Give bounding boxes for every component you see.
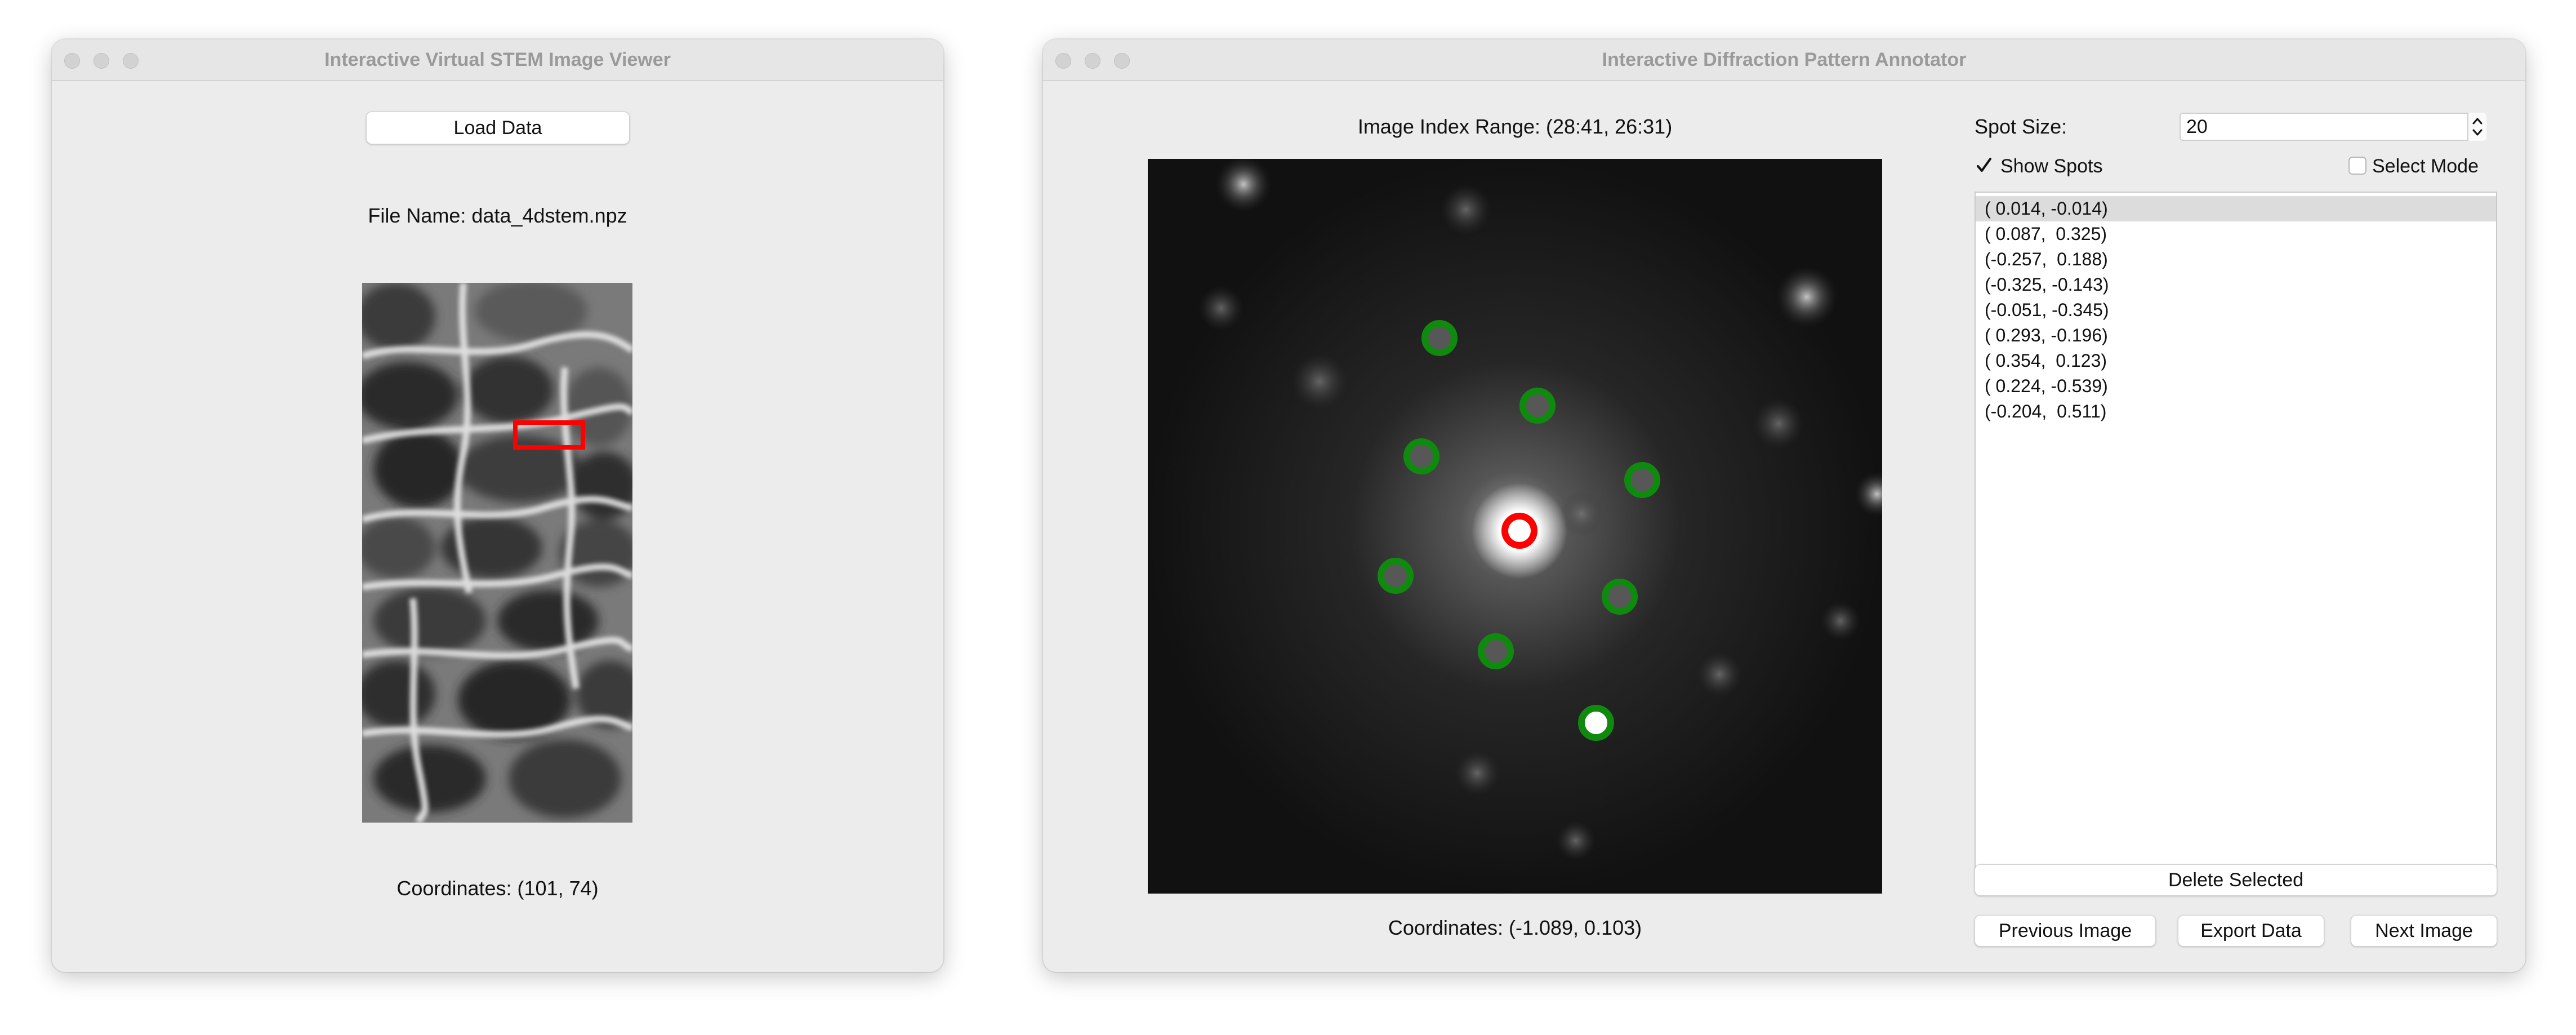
- spot-list-item[interactable]: ( 0.087, 0.325): [1985, 224, 2107, 244]
- spot-list-item[interactable]: (-0.051, -0.345): [1985, 300, 2109, 320]
- stem-viewer-window: Interactive Virtual STEM Image Viewer Lo…: [52, 39, 943, 972]
- green-spot-markers[interactable]: [1378, 320, 1660, 669]
- spot-list-item[interactable]: ( 0.224, -0.539): [1985, 376, 2108, 396]
- maximize-window-button[interactable]: [123, 53, 139, 69]
- checkmark-icon[interactable]: [1975, 156, 1994, 176]
- close-window-button[interactable]: [1055, 53, 1071, 69]
- show-spots-label: Show Spots: [2000, 156, 2103, 177]
- spot-list: ( 0.014, -0.014) ( 0.087, 0.325) (-0.257, …: [1976, 196, 2496, 424]
- stem-viewer-titlebar: Interactive Virtual STEM Image Viewer: [52, 39, 943, 81]
- window-title: Interactive Virtual STEM Image Viewer: [324, 49, 671, 70]
- stem-image-graphic: [362, 283, 632, 823]
- spot-list-item[interactable]: (-0.204, 0.511): [1985, 401, 2107, 421]
- diffraction-annotator-window: Interactive Diffraction Pattern Annotato…: [1043, 39, 2525, 972]
- spot-list-item[interactable]: ( 0.293, -0.196): [1985, 325, 2108, 345]
- spot-size-value: 20: [2186, 116, 2208, 137]
- spot-size-label: Spot Size:: [1975, 115, 2067, 138]
- maximize-window-button[interactable]: [1114, 53, 1130, 69]
- minimize-window-button[interactable]: [93, 53, 109, 69]
- virtual-stem-image[interactable]: [362, 283, 632, 823]
- spot-list-item[interactable]: ( 0.354, 0.123): [1985, 350, 2107, 371]
- stepper-arrows-icon[interactable]: [2467, 113, 2486, 141]
- spot-size-spinbox[interactable]: 20: [2180, 113, 2486, 141]
- diffraction-coordinates-label: Coordinates: (-1.089, 0.103): [1388, 916, 1642, 939]
- diffraction-titlebar: Interactive Diffraction Pattern Annotato…: [1043, 39, 2525, 81]
- minimize-window-button[interactable]: [1085, 53, 1100, 69]
- file-name-label: File Name: data_4dstem.npz: [368, 204, 627, 227]
- previous-image-button[interactable]: Previous Image: [1975, 915, 2156, 947]
- export-data-button[interactable]: Export Data: [2178, 915, 2324, 947]
- load-data-button[interactable]: Load Data: [366, 112, 630, 144]
- select-mode-checkbox[interactable]: [2348, 157, 2366, 175]
- close-window-button[interactable]: [64, 53, 80, 69]
- image-index-range-label: Image Index Range: (28:41, 26:31): [1357, 115, 1673, 138]
- spot-list-item[interactable]: ( 0.014, -0.014): [1976, 196, 2496, 221]
- window-title: Interactive Diffraction Pattern Annotato…: [1602, 49, 1967, 70]
- next-image-button[interactable]: Next Image: [2351, 915, 2497, 947]
- selection-rectangle[interactable]: [513, 420, 585, 450]
- select-mode-checkbox-wrapper[interactable]: Select Mode: [2348, 156, 2517, 178]
- delete-selected-button[interactable]: Delete Selected: [1975, 864, 2497, 896]
- select-mode-label: Select Mode: [2372, 156, 2479, 177]
- spot-list-item[interactable]: (-0.325, -0.143): [1985, 274, 2109, 295]
- green-spot-marker-bright[interactable]: [1578, 705, 1614, 741]
- spots-listbox[interactable]: ( 0.014, -0.014) ( 0.087, 0.325) (-0.257, …: [1975, 192, 2497, 882]
- spot-list-item[interactable]: (-0.257, 0.188): [1985, 249, 2108, 269]
- selected-spot-marker[interactable]: [1501, 513, 1537, 549]
- diffraction-pattern-graphic: [1148, 159, 1882, 894]
- show-spots-checkbox-wrapper[interactable]: Show Spots: [1975, 156, 2155, 178]
- diffraction-pattern-image[interactable]: [1148, 159, 1882, 894]
- stem-coordinates-label: Coordinates: (101, 74): [396, 877, 599, 900]
